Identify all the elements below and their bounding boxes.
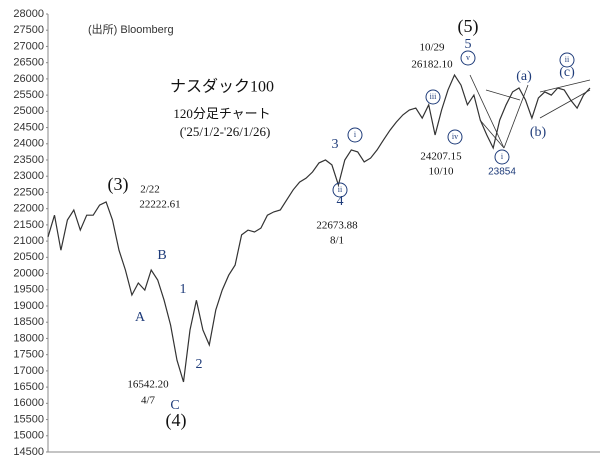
annotation-circle bbox=[447, 129, 463, 145]
annotation-circle bbox=[460, 50, 476, 66]
annotation: ii bbox=[565, 55, 570, 64]
y-tick-label: 22000 bbox=[13, 203, 44, 215]
y-tick-label: 14500 bbox=[13, 446, 44, 458]
annotation: C bbox=[170, 398, 179, 413]
annotation: 22222.61 bbox=[139, 199, 180, 211]
y-tick-label: 27000 bbox=[13, 40, 44, 52]
annotation: 24207.15 bbox=[420, 151, 462, 163]
period: ('25/1/2-'26/1/26) bbox=[180, 124, 271, 139]
y-tick-label: 16000 bbox=[13, 397, 44, 409]
price-line bbox=[47, 73, 591, 383]
annotation: A bbox=[135, 310, 146, 325]
annotation: 3 bbox=[332, 137, 339, 152]
y-tick-label: 26000 bbox=[13, 73, 44, 85]
annotation: 22673.88 bbox=[316, 220, 358, 232]
annotation: 2/22 bbox=[140, 184, 160, 196]
annotation: iii bbox=[430, 92, 437, 101]
annotation: 26182.10 bbox=[411, 59, 453, 71]
y-tick-label: 15500 bbox=[13, 413, 44, 425]
annotation: (b) bbox=[530, 125, 547, 140]
annotation: i bbox=[501, 152, 504, 161]
y-tick-label: 25500 bbox=[13, 89, 44, 101]
annotation: (5) bbox=[458, 16, 479, 37]
y-tick-label: 27500 bbox=[13, 24, 44, 36]
y-tick-label: 21500 bbox=[13, 219, 44, 231]
annotation-circle bbox=[332, 182, 348, 198]
y-tick-label: 17500 bbox=[13, 349, 44, 361]
annotation-circle bbox=[347, 127, 363, 143]
annotation: 2 bbox=[196, 357, 203, 372]
y-tick-label: 26500 bbox=[13, 57, 44, 69]
y-tick-label: 17000 bbox=[13, 365, 44, 377]
y-tick-label: 21000 bbox=[13, 235, 44, 247]
annotation: i bbox=[354, 130, 357, 139]
annotation: v bbox=[466, 53, 470, 62]
annotation-circle bbox=[559, 52, 575, 68]
chart-title: ナスダック100 bbox=[170, 78, 274, 96]
chart-subtitle: 120分足チャート bbox=[173, 106, 270, 121]
y-tick-label: 24000 bbox=[13, 138, 44, 150]
y-tick-label: 23500 bbox=[13, 154, 44, 166]
y-tick-label: 20500 bbox=[13, 251, 44, 263]
annotation: (a) bbox=[516, 69, 532, 84]
y-tick-label: 18500 bbox=[13, 316, 44, 328]
annotation: 16542.20 bbox=[127, 379, 169, 391]
y-tick-label: 24500 bbox=[13, 121, 44, 133]
wave-lines bbox=[469, 74, 591, 149]
annotation: 4/7 bbox=[141, 395, 156, 407]
y-tick-label: 20000 bbox=[13, 267, 44, 279]
annotation: 1 bbox=[180, 282, 187, 297]
annotation: (3) bbox=[108, 174, 129, 195]
annotation: 23854 bbox=[488, 167, 516, 178]
annotation: 8/1 bbox=[330, 235, 344, 247]
annotation: 10/29 bbox=[419, 42, 445, 54]
annotation-circle bbox=[425, 89, 441, 105]
y-tick-label: 28000 bbox=[13, 8, 44, 20]
annotation: 5 bbox=[465, 37, 472, 52]
y-tick-label: 22500 bbox=[13, 186, 44, 198]
annotation: 4 bbox=[337, 194, 344, 209]
y-tick-label: 18000 bbox=[13, 332, 44, 344]
annotation: ii bbox=[338, 185, 343, 194]
annotation: B bbox=[157, 248, 166, 263]
y-tick-label: 19500 bbox=[13, 284, 44, 296]
annotation: iv bbox=[452, 132, 458, 141]
source: (出所) Bloomberg bbox=[88, 22, 174, 36]
annotation: (4) bbox=[166, 410, 187, 431]
annotation-circle bbox=[494, 149, 510, 165]
annotation: 10/10 bbox=[428, 166, 454, 178]
y-tick-label: 25000 bbox=[13, 105, 44, 117]
y-tick-label: 16500 bbox=[13, 381, 44, 393]
y-tick-label: 23000 bbox=[13, 170, 44, 182]
y-tick-label: 15000 bbox=[13, 430, 44, 442]
annotation: (c) bbox=[559, 65, 575, 80]
y-tick-label: 19000 bbox=[13, 300, 44, 312]
